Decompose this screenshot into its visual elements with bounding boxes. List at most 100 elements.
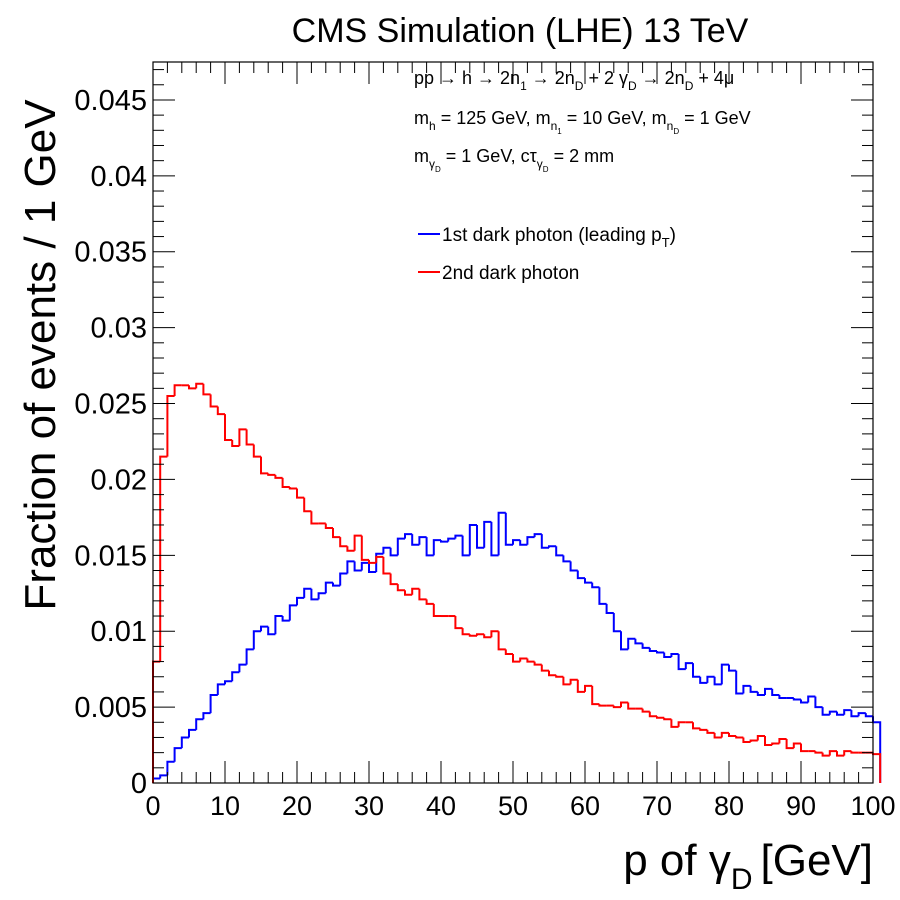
series-2-bin	[195, 382, 204, 389]
series-2-bin	[800, 743, 809, 753]
series-2-bin	[324, 523, 333, 529]
series-2-bin	[533, 661, 542, 666]
series-1-bin	[476, 524, 485, 549]
series-2-bin	[512, 653, 521, 663]
series-2-bin	[173, 384, 182, 396]
series-1-bin	[166, 760, 175, 776]
series-2-bin	[396, 584, 405, 592]
series-2-bin	[706, 729, 715, 734]
series-2-bin	[504, 649, 513, 655]
series-2-bin	[699, 728, 708, 731]
series-1-bin	[576, 570, 585, 580]
series-1-bin	[389, 547, 398, 557]
series-2-bin	[764, 735, 773, 747]
legend-label-series-2: 2nd dark photon	[442, 263, 579, 284]
series-1-bin	[180, 736, 189, 749]
series-2-bin	[814, 751, 823, 754]
y-tick-label: 0.01	[91, 616, 147, 648]
series-1-bin	[346, 560, 355, 574]
series-2-bin	[548, 670, 557, 677]
series-1-bin	[749, 685, 758, 693]
series-2-bin	[540, 664, 549, 672]
series-1-bin	[756, 691, 765, 696]
series-1-bin	[375, 552, 384, 573]
series-1-bin	[504, 512, 513, 546]
series-1-bin	[720, 663, 729, 685]
series-2-bin	[598, 704, 607, 707]
legend-label-series-1: 1st dark photon (leading pT)	[442, 225, 676, 250]
series-2-bin	[216, 406, 225, 416]
series-2-bin	[274, 474, 283, 479]
series-2-bin	[432, 603, 441, 618]
series-2-bin	[584, 684, 593, 692]
series-2-bin	[497, 631, 506, 651]
series-1-bin	[519, 540, 528, 546]
series-1-bin	[490, 521, 499, 557]
series-2-bin	[620, 701, 629, 708]
series-1-bin	[778, 694, 787, 699]
series-1-bin	[684, 662, 693, 670]
series-1-bin	[202, 712, 211, 720]
series-1-bin	[828, 710, 837, 715]
tick-label-layer: 0 10 20 30 40 50 60 70 80 90 100 0 0.005 0.01 0.015 0.0…	[74, 85, 895, 821]
series-2-bin	[641, 708, 650, 713]
series-1-bin	[713, 676, 722, 686]
series-1-bin	[548, 545, 557, 548]
series-2-bin	[612, 705, 621, 709]
series-1-bin	[303, 587, 312, 598]
series-2-bin	[526, 658, 535, 663]
series-2-bin	[382, 556, 391, 575]
series-2-bin	[267, 473, 276, 476]
series-2-bin	[238, 428, 247, 447]
series-2-bin	[310, 511, 319, 525]
x-axis-label: p of γD [GeV]	[623, 836, 873, 896]
series-1-bin	[620, 631, 629, 651]
x-axis-label-unit: [GeV]	[761, 836, 874, 885]
series-1-bin	[850, 710, 859, 718]
x-tick-label: 0	[145, 791, 160, 821]
series-1-bin	[360, 561, 369, 571]
series-1-bin	[281, 616, 290, 622]
series-1-bin	[598, 587, 607, 605]
series-2-bin	[454, 616, 463, 630]
x-axis-label-sub: D	[731, 863, 753, 896]
series-2-bin	[245, 429, 254, 446]
x-tick-label: 90	[786, 791, 816, 821]
series-2-bin	[843, 750, 852, 756]
y-axis-label: Fraction of events / 1 GeV	[16, 99, 65, 611]
series-1-bin	[425, 537, 434, 557]
x-tick-label: 30	[354, 791, 384, 821]
x-tick-label: 70	[642, 791, 672, 821]
series-1-bin	[447, 537, 456, 542]
series-2-bin	[188, 385, 197, 390]
series-1-bin	[663, 652, 672, 659]
series-1-bin	[411, 534, 420, 546]
x-tick-label: 80	[714, 791, 744, 821]
series-2-bin	[720, 731, 729, 738]
series-2-bin	[785, 738, 794, 750]
series-2-bin	[742, 737, 751, 744]
series-2-bin	[404, 590, 413, 596]
series-2-bin	[418, 588, 427, 601]
series-1-bin	[843, 709, 852, 715]
series-1-bin	[771, 688, 780, 696]
y-tick-label: 0.015	[74, 540, 147, 572]
series-2-bin	[756, 734, 765, 741]
chart-title: CMS Simulation (LHE) 13 TeV	[292, 12, 749, 50]
series-1-bin	[864, 713, 873, 718]
series-2-bin	[792, 742, 801, 749]
series-2-bin	[389, 573, 398, 586]
series-1-bin	[821, 707, 830, 716]
series-2-bin	[260, 456, 269, 475]
series-1-bin	[310, 588, 319, 601]
series-2-bin	[713, 732, 722, 739]
series-1-bin	[252, 630, 261, 650]
series-1-bin	[555, 546, 564, 557]
series-2-bin	[656, 716, 665, 719]
series-1-bin	[238, 663, 247, 673]
series-2-bin	[569, 678, 578, 685]
series-1-bin	[353, 561, 362, 572]
series-2-bin	[368, 559, 377, 564]
series-1-bin	[526, 536, 535, 545]
